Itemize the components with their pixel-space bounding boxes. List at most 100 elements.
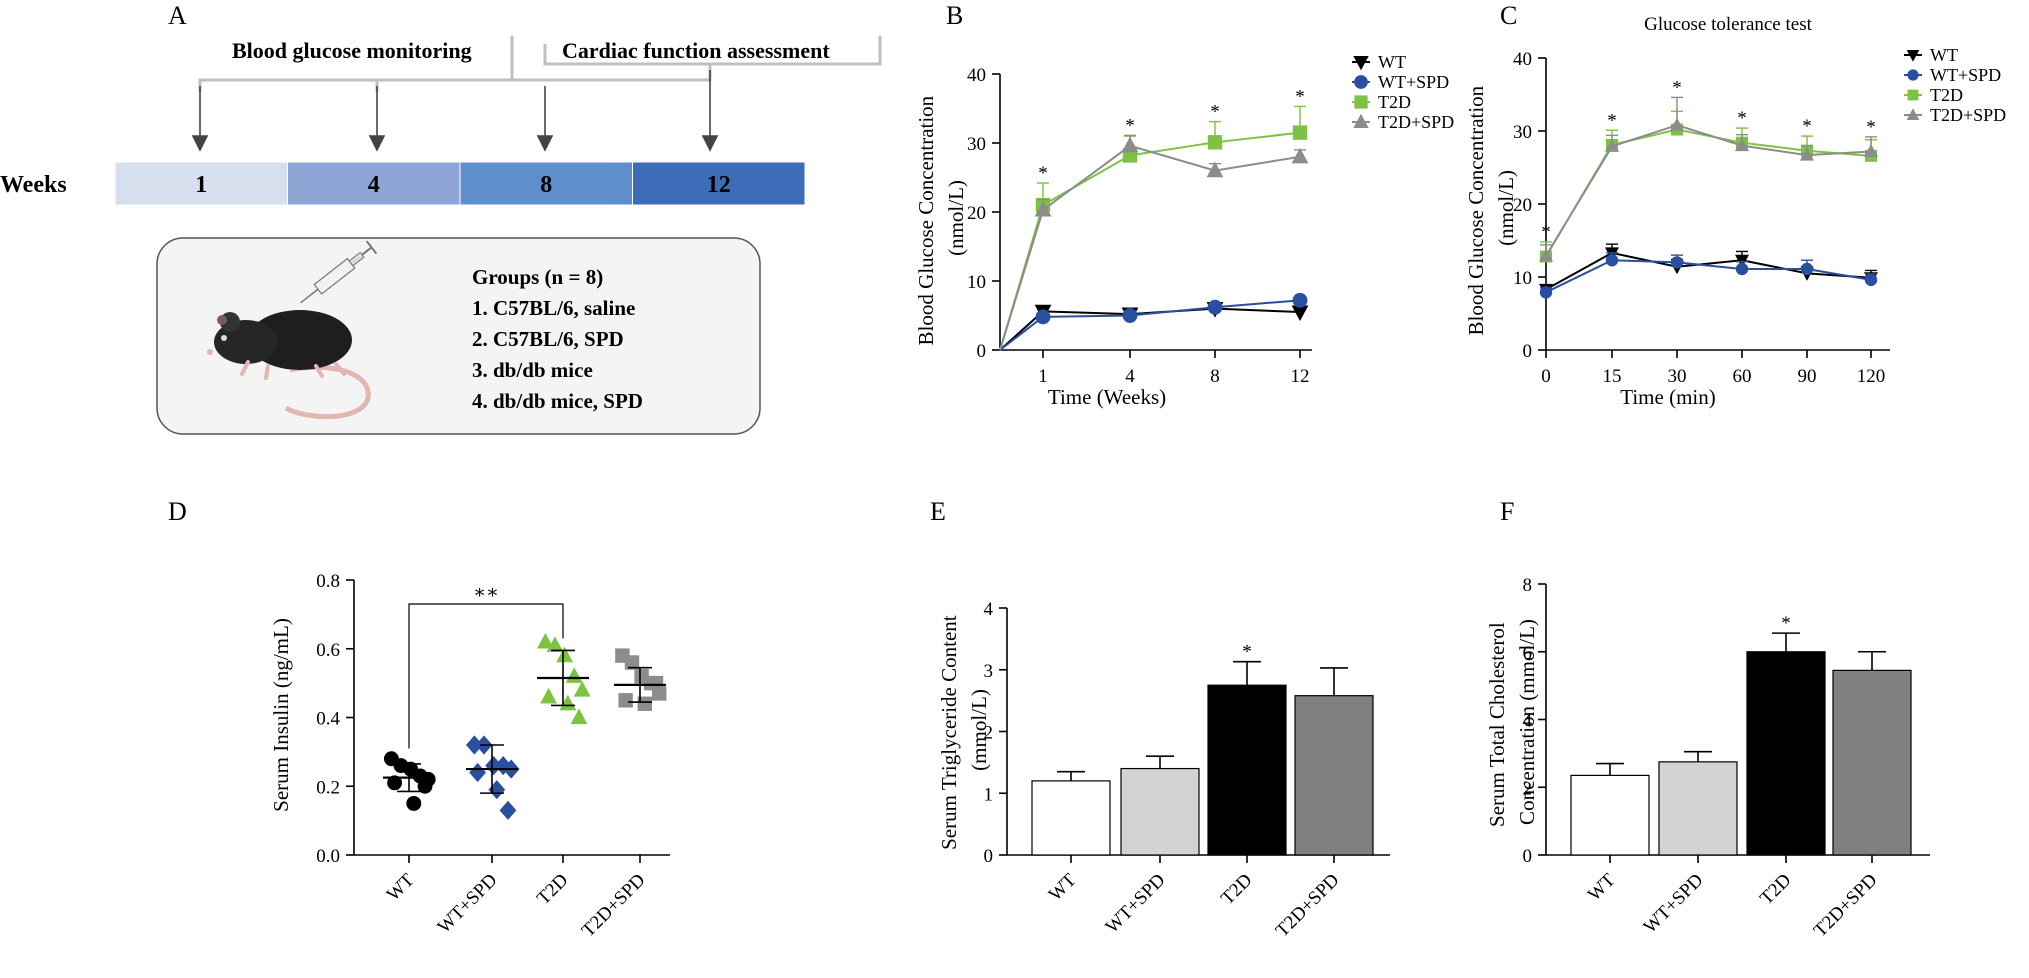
y-tick-label: 0.2 <box>316 777 340 798</box>
legend-marker <box>1354 75 1368 89</box>
legend-label: T2D <box>1378 92 1411 112</box>
x-tick-label: 12 <box>1291 366 1310 387</box>
data-point <box>637 696 652 711</box>
x-tick-label: T2D+SPD <box>578 870 650 942</box>
chart-c-title: Glucose tolerance test <box>1644 14 1812 35</box>
significance-mark: * <box>1866 117 1876 138</box>
panel-letter-e: E <box>930 497 946 526</box>
x-tick-label: T2D <box>1217 870 1256 909</box>
data-point <box>648 675 664 691</box>
data-point <box>540 687 557 704</box>
data-point <box>1605 254 1619 267</box>
chart-b-ylabel-line: Blood Glucose Concentration <box>914 95 938 345</box>
legend-label: T2D <box>1930 85 1963 105</box>
legend-marker <box>1906 108 1920 120</box>
bar <box>1120 767 1200 856</box>
significance-mark: * <box>1038 163 1048 184</box>
data-point <box>1735 262 1749 276</box>
x-tick-label: 30 <box>1668 366 1687 387</box>
group-item-1: 1. C57BL/6, saline <box>472 296 635 320</box>
significance-mark: ∗∗ <box>473 582 499 603</box>
x-tick-label: T2D+SPD <box>1810 870 1882 942</box>
bar <box>1658 761 1738 856</box>
data-point <box>488 780 506 800</box>
timeline-cell-label: 1 <box>195 172 207 198</box>
chart-b-xlabel: Time (Weeks) <box>1048 385 1166 409</box>
significance-mark: * <box>1125 115 1135 136</box>
bar <box>1294 695 1374 856</box>
y-tick-label: 10 <box>967 272 986 293</box>
timeline-arrows <box>191 70 719 152</box>
significance-mark: * <box>1737 108 1747 129</box>
panel-a: A Blood glucose monitoring Cardiac funct… <box>0 1 882 435</box>
mouse-illustration <box>207 240 378 420</box>
y-tick-label: 40 <box>1513 49 1532 70</box>
legend-label: WT <box>1930 45 1958 65</box>
data-point <box>1292 292 1308 308</box>
data-point <box>618 693 633 708</box>
y-tick-label: 0.8 <box>316 571 340 592</box>
significance-mark: * <box>1295 86 1305 107</box>
timeline-header-cardiac: Cardiac function assessment <box>562 38 830 63</box>
y-tick-label: 20 <box>967 203 986 224</box>
timeline-cell-label: 12 <box>707 172 731 198</box>
group-item-2: 2. C57BL/6, SPD <box>472 327 624 351</box>
chart-b-ylabel: Blood Glucose Concentration (nmol/L) <box>914 91 968 346</box>
x-tick-label: WT+SPD <box>1102 870 1170 938</box>
chart-e-ylabel-unit: (mmol/L) <box>967 689 991 771</box>
series-line <box>1545 124 1872 257</box>
x-tick-label: 4 <box>1125 366 1135 387</box>
x-tick-label: WT+SPD <box>434 870 502 938</box>
chart-c-plot: 0 10 20 30 40 0 15 30 60 90 120 * * * * * * WTWT+SPDT2DT2… <box>1513 45 2006 387</box>
groups-box <box>156 237 761 435</box>
x-tick-label: 120 <box>1857 366 1886 387</box>
bar <box>1746 651 1826 856</box>
x-tick-label: WT <box>1045 869 1081 905</box>
bar <box>1832 669 1912 856</box>
chart-e-ylabel-line: Serum Triglyceride Content <box>937 615 961 850</box>
data-point <box>469 762 486 783</box>
data-point <box>559 694 577 711</box>
legend-label: WT+SPD <box>1378 72 1449 92</box>
y-tick-label: 0 <box>1523 846 1533 867</box>
data-point <box>573 681 591 697</box>
legend-marker <box>1907 89 1919 101</box>
panel-letter-f: F <box>1500 497 1514 526</box>
bar <box>1207 684 1287 856</box>
legend-marker <box>1353 113 1369 129</box>
timeline-cell <box>632 161 806 206</box>
timeline-cell-label: 8 <box>540 172 552 198</box>
chart-f-plot: 0 2 4 6 8 WT WT+SPD T2D T2D+SPD * <box>1523 575 1930 942</box>
y-tick-label: 1 <box>984 784 994 805</box>
y-tick-label: 8 <box>1523 575 1533 596</box>
significance-mark: * <box>1210 102 1220 123</box>
data-point <box>565 667 583 683</box>
chart-c-ylabel-unit: (nmol/L) <box>1494 170 1518 246</box>
weeks-label: Weeks <box>0 172 67 198</box>
y-tick-label: 0.6 <box>316 640 340 661</box>
data-point <box>570 708 588 725</box>
data-point <box>1800 262 1814 276</box>
x-tick-label: T2D <box>533 870 572 909</box>
data-point <box>1122 308 1138 323</box>
timeline-header-blood-glucose: Blood glucose monitoring <box>232 38 472 63</box>
legend-marker <box>1907 69 1919 81</box>
data-point <box>1670 256 1684 269</box>
data-point <box>1034 200 1052 217</box>
x-tick-label: 1 <box>1038 366 1048 387</box>
panel-d: D 0.0 0.2 0.4 0.6 0.8 WT WT+SPD T2D T2D+SPD ∗∗ Se… <box>168 497 670 941</box>
data-point <box>1291 147 1309 164</box>
y-tick-label: 6 <box>1523 643 1533 664</box>
significance-mark: * <box>1242 642 1252 663</box>
y-tick-label: 0.0 <box>316 846 340 867</box>
chart-e-ylabel: Serum Triglyceride Content (mmol/L) <box>937 610 991 850</box>
data-point <box>1800 147 1814 161</box>
panel-c: C Glucose tolerance test 0 10 20 30 40 0 15 30 6… <box>1464 1 2006 409</box>
chart-d-ylabel: Serum Insulin (ng/mL) <box>269 618 293 812</box>
legend-label: WT <box>1378 52 1406 72</box>
bar <box>1570 774 1650 856</box>
legend-label: WT+SPD <box>1930 65 2001 85</box>
data-point <box>1605 138 1619 152</box>
